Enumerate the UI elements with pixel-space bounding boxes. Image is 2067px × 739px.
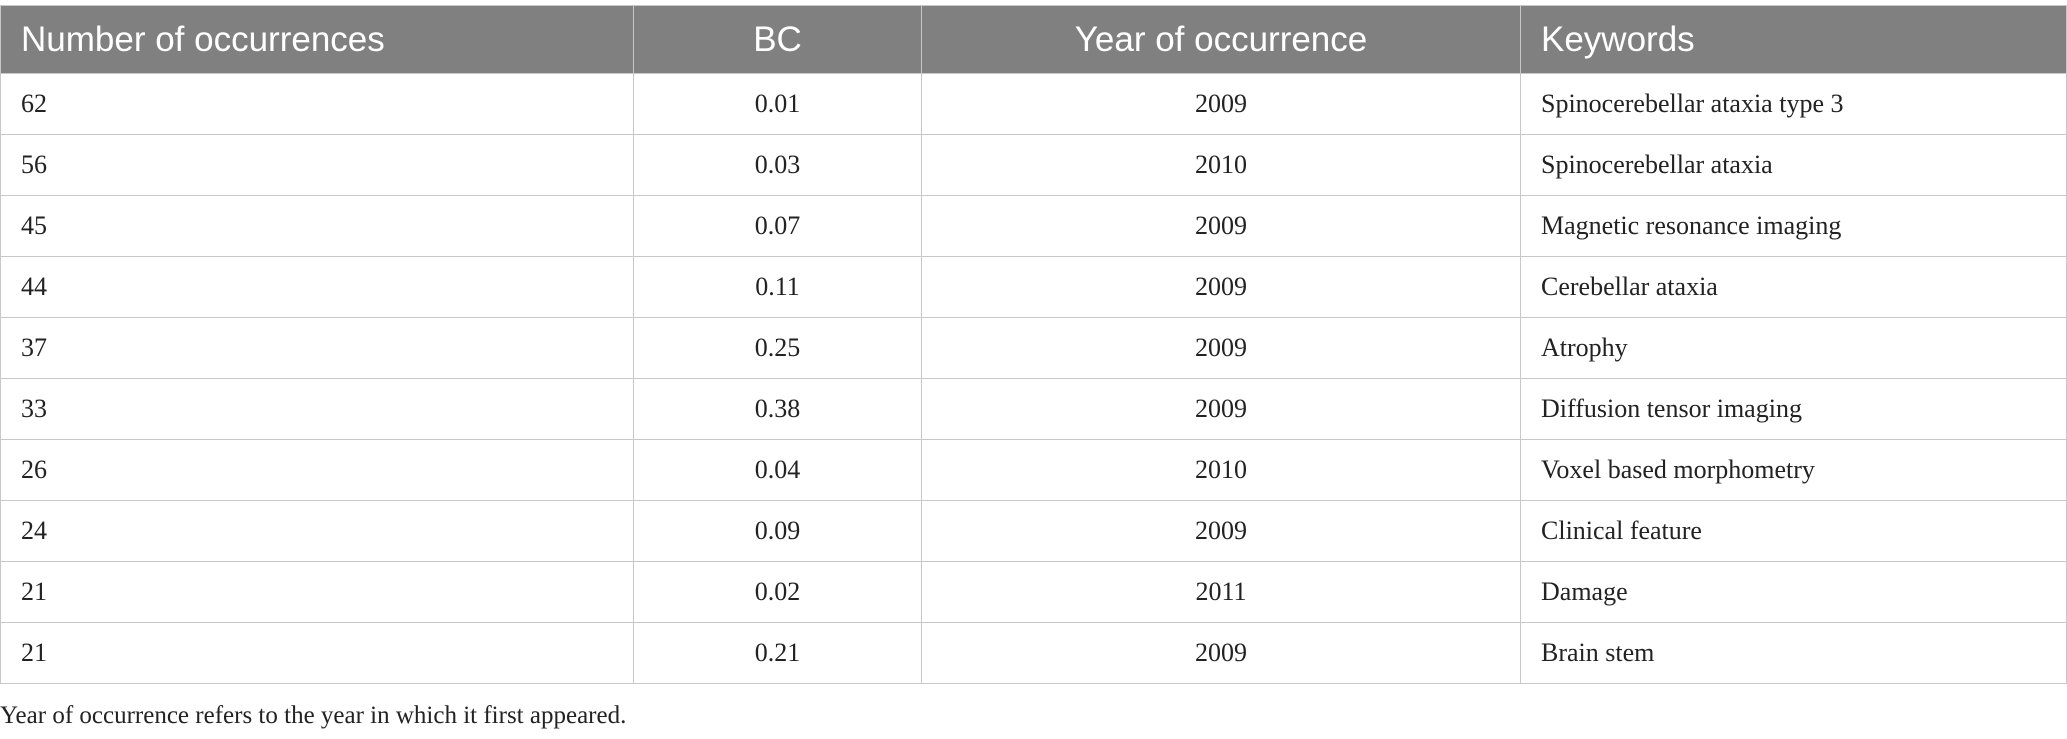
table-cell: 2010: [921, 439, 1521, 501]
table-cell: Voxel based morphometry: [1520, 439, 2067, 501]
table-cell: 0.03: [633, 134, 922, 196]
table-cell: 0.07: [633, 195, 922, 257]
table-cell: 2009: [921, 317, 1521, 379]
table-cell: 2009: [921, 500, 1521, 562]
table-cell: 24: [0, 500, 634, 562]
table-row: 44 0.11 2009 Cerebellar ataxia: [0, 256, 2067, 318]
table-cell: Magnetic resonance imaging: [1520, 195, 2067, 257]
table-cell: Diffusion tensor imaging: [1520, 378, 2067, 440]
table-cell: 26: [0, 439, 634, 501]
data-table: Number of occurrences BC Year of occurrenc…: [0, 5, 2067, 684]
table-cell: 2009: [921, 256, 1521, 318]
table-cell: 62: [0, 73, 634, 135]
header-row: Number of occurrences BC Year of occurrenc…: [0, 5, 2067, 74]
table-row: 37 0.25 2009 Atrophy: [0, 317, 2067, 379]
table-cell: 21: [0, 622, 634, 684]
table-cell: 0.09: [633, 500, 922, 562]
header-cell: Number of occurrences: [0, 5, 634, 74]
table-row: 21 0.02 2011 Damage: [0, 561, 2067, 623]
table-cell: 37: [0, 317, 634, 379]
table-cell: 2009: [921, 195, 1521, 257]
table-cell: Brain stem: [1520, 622, 2067, 684]
header-cell: Keywords: [1520, 5, 2067, 74]
table-cell: 0.04: [633, 439, 922, 501]
table-cell: 0.38: [633, 378, 922, 440]
table-cell: 21: [0, 561, 634, 623]
table-cell: 2009: [921, 73, 1521, 135]
table-cell: 2009: [921, 622, 1521, 684]
table-row: 62 0.01 2009 Spinocerebellar ataxia type 3: [0, 73, 2067, 135]
table-row: 56 0.03 2010 Spinocerebellar ataxia: [0, 134, 2067, 196]
table-cell: 0.11: [633, 256, 922, 318]
header-cell: BC: [633, 5, 922, 74]
table-cell: Spinocerebellar ataxia: [1520, 134, 2067, 196]
table-cell: 45: [0, 195, 634, 257]
table-cell: 2009: [921, 378, 1521, 440]
table-cell: Spinocerebellar ataxia type 3: [1520, 73, 2067, 135]
table-cell: 0.02: [633, 561, 922, 623]
table-cell: Atrophy: [1520, 317, 2067, 379]
table-cell: 2011: [921, 561, 1521, 623]
table-cell: 0.25: [633, 317, 922, 379]
table-row: 24 0.09 2009 Clinical feature: [0, 500, 2067, 562]
table-cell: Damage: [1520, 561, 2067, 623]
table-cell: Cerebellar ataxia: [1520, 256, 2067, 318]
table-cell: Clinical feature: [1520, 500, 2067, 562]
table-cell: 56: [0, 134, 634, 196]
table-cell: 44: [0, 256, 634, 318]
table-row: 33 0.38 2009 Diffusion tensor imaging: [0, 378, 2067, 440]
table-cell: 2010: [921, 134, 1521, 196]
table-cell: 0.21: [633, 622, 922, 684]
table-row: 26 0.04 2010 Voxel based morphometry: [0, 439, 2067, 501]
table-row: 45 0.07 2009 Magnetic resonance imaging: [0, 195, 2067, 257]
footnote: Year of occurrence refers to the year in…: [0, 702, 627, 729]
header-cell: Year of occurrence: [921, 5, 1521, 74]
table-row: 21 0.21 2009 Brain stem: [0, 622, 2067, 684]
table-cell: 33: [0, 378, 634, 440]
table-cell: 0.01: [633, 73, 922, 135]
